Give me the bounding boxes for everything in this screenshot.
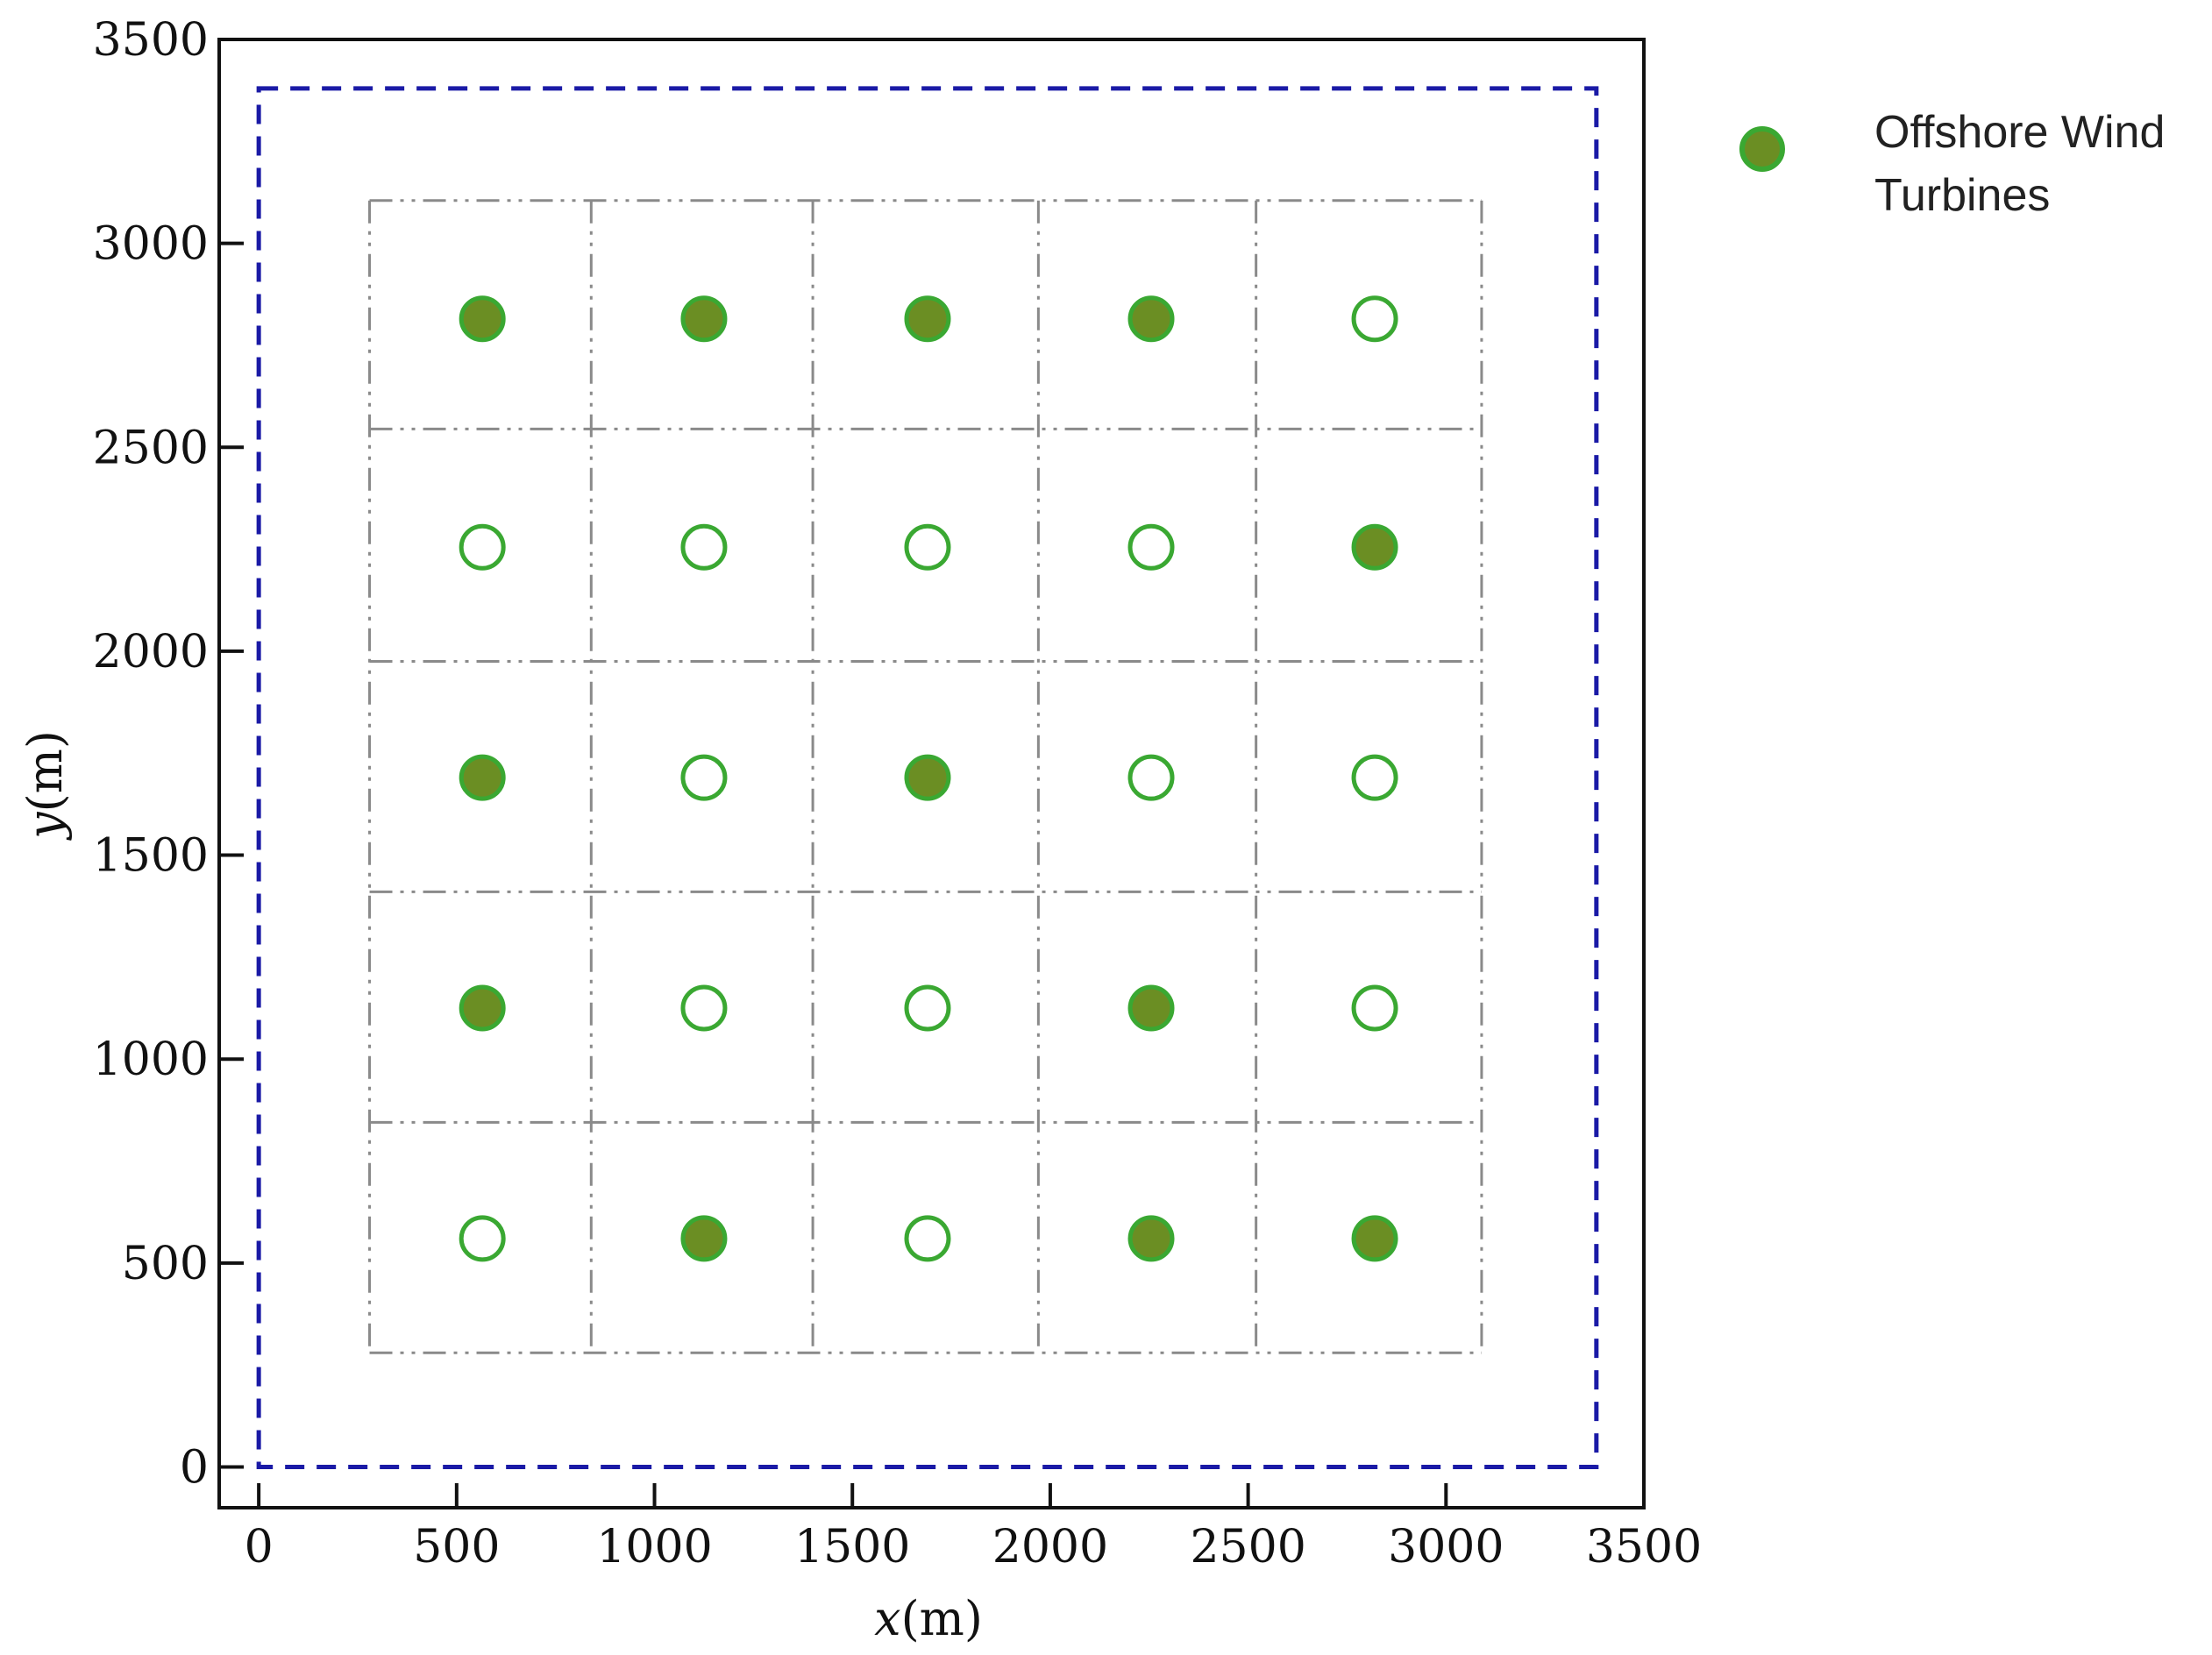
y-tick-label: 1000 [93,1033,209,1086]
x-tick-label: 1000 [596,1521,712,1573]
y-tick-label: 500 [122,1238,209,1290]
x-tick-label: 1500 [794,1521,910,1573]
turbine-marker-filled [1351,523,1398,571]
legend: Offshore Wind Turbines [1739,107,2165,221]
turbine-markers [459,295,1398,1262]
turbine-marker-filled [1351,1215,1398,1262]
turbine-marker-filled [459,984,506,1032]
turbine-marker-empty [1351,984,1398,1032]
turbine-marker-empty [1351,295,1398,343]
turbine-marker-empty [680,754,728,801]
boundary-rect [256,86,1599,1469]
turbine-marker-filled [904,754,951,801]
turbine-marker-filled [459,295,506,343]
x-tick-label: 2000 [992,1521,1108,1573]
y-axis-unit: (m) [18,730,73,812]
turbine-marker-filled [680,1215,728,1262]
turbine-marker-filled [680,295,728,343]
x-tick-label: 0 [245,1521,274,1573]
turbine-marker-filled [1127,1215,1175,1262]
x-tick-label: 3000 [1388,1521,1504,1573]
y-tick-label: 3500 [93,14,209,67]
x-axis-title: x(m) [874,1591,983,1646]
cell-grid [368,199,1483,1354]
turbine-marker-empty [904,1215,951,1262]
turbine-marker-empty [1351,754,1398,801]
y-tick-label: 2500 [93,422,209,474]
x-axis-var: x [874,1591,900,1646]
y-axis-var: y [18,811,73,841]
x-axis-unit: (m) [901,1591,983,1646]
turbine-marker-empty [680,984,728,1032]
x-tick-label: 3500 [1586,1521,1702,1573]
turbine-marker-empty [1127,523,1175,571]
y-tick-label: 1500 [93,830,209,883]
turbine-marker-empty [904,984,951,1032]
turbine-marker-empty [459,1215,506,1262]
turbine-marker-filled [459,754,506,801]
x-tick-label: 500 [413,1521,500,1573]
legend-label-line2: Turbines [1874,170,2050,221]
turbine-marker-filled [1127,984,1175,1032]
turbine-marker-filled [904,295,951,343]
y-tick-label: 3000 [93,218,209,271]
legend-label-line1: Offshore Wind [1874,107,2165,158]
turbine-marker-empty [1127,754,1175,801]
axis-ticks: 0 500 1000 1500 2000 2500 3000 3500 0 500 1000 1500… [93,14,1703,1573]
site-boundary [256,86,1599,1469]
y-tick-label: 2000 [93,626,209,678]
y-tick-label: 0 [180,1441,209,1494]
legend-marker [1739,126,1785,172]
turbine-marker-filled [1127,295,1175,343]
turbine-marker-empty [904,523,951,571]
x-tick-label: 2500 [1190,1521,1305,1573]
turbine-marker-empty [459,523,506,571]
y-axis-title: y(m) [18,730,73,841]
turbine-marker-empty [680,523,728,571]
